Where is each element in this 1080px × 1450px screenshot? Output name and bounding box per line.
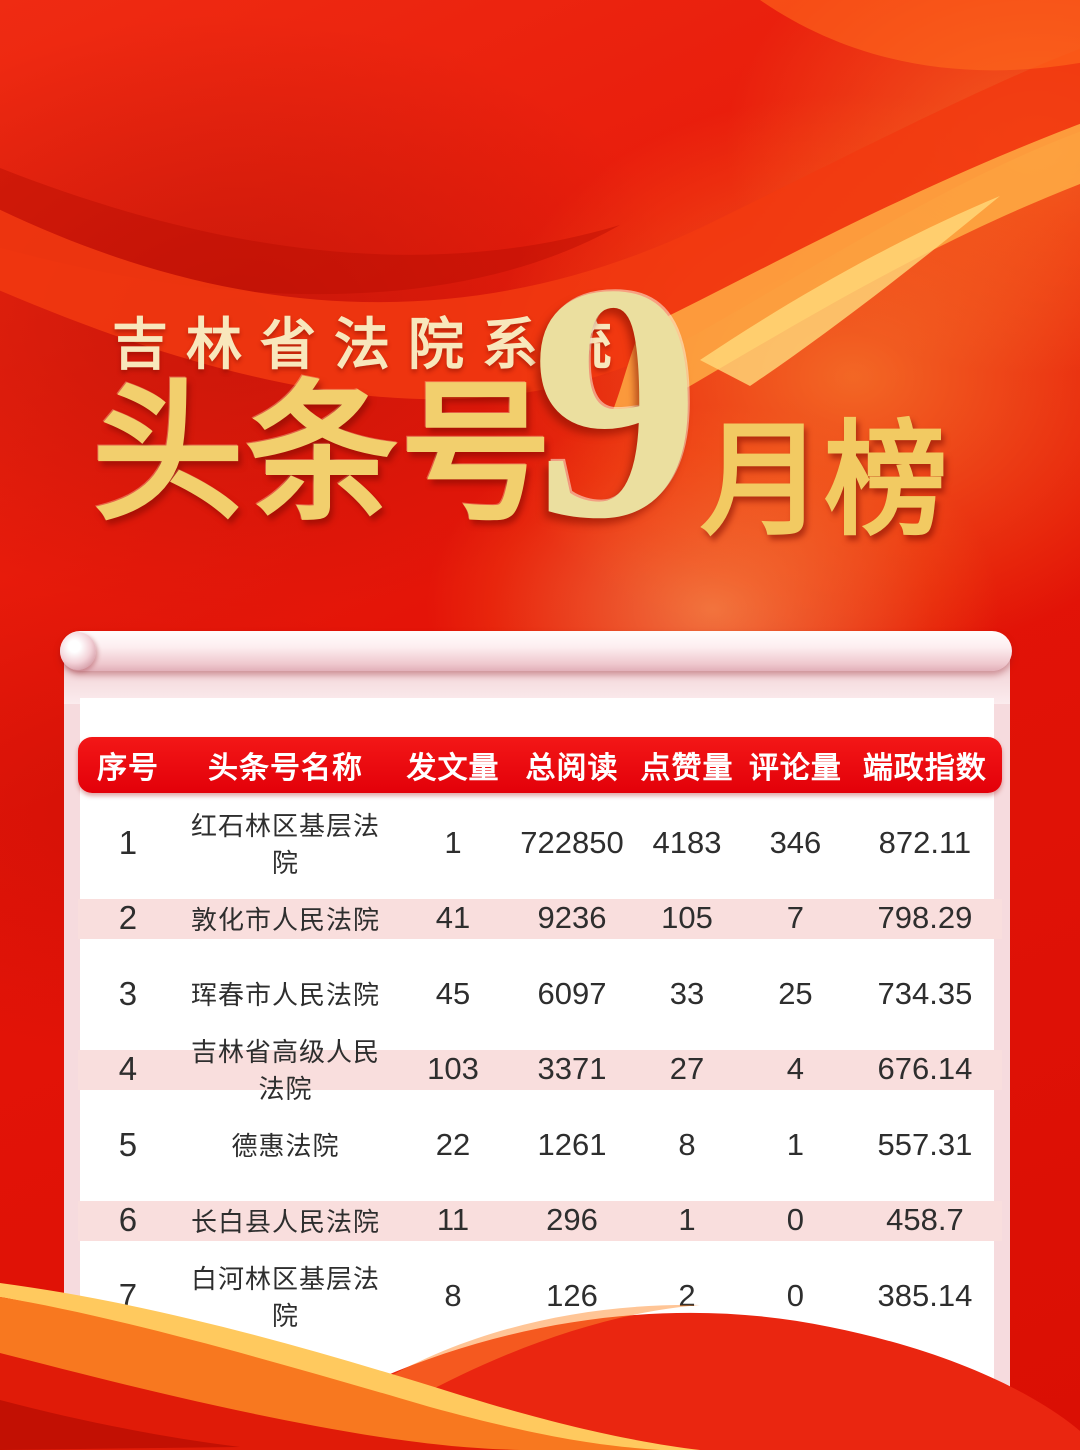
cell-comments: 0 xyxy=(786,1202,805,1238)
cell-comments: 4 xyxy=(786,1051,805,1087)
table-body: 1 红石林区基层法院 1 722850 4183 346 872.11 2 敦化市人民法院 41 9… xyxy=(78,805,1002,1334)
title-month-number: 9 xyxy=(531,215,700,589)
cell-reads: 126 xyxy=(546,1277,598,1313)
cell-index: 734.35 xyxy=(877,975,973,1011)
cell-likes: 8 xyxy=(678,1126,696,1162)
cell-likes: 105 xyxy=(661,900,713,936)
table-row: 3 珲春市人民法院 45 6097 33 25 734.35 xyxy=(78,956,1002,1032)
cell-reads: 9236 xyxy=(537,900,607,936)
header-cell: 发文量 xyxy=(406,752,500,785)
cell-likes: 1 xyxy=(678,1202,696,1238)
cell-posts: 8 xyxy=(444,1277,462,1313)
cell-index: 385.14 xyxy=(877,1277,973,1313)
cell-posts: 103 xyxy=(427,1051,479,1087)
table-row: 4 吉林省高级人民法院 103 3371 27 4 676.14 xyxy=(78,1031,1002,1107)
cell-posts: 41 xyxy=(435,900,471,936)
cell-likes: 2 xyxy=(678,1277,696,1313)
poster-title-prefix: 头条号 xyxy=(92,371,554,539)
poster-title-suffix: 月榜 xyxy=(700,413,949,550)
table-row: 6 长白县人民法院 11 296 1 0 458.7 xyxy=(78,1182,1002,1258)
table-row: 5 德惠法院 22 1261 8 1 557.31 xyxy=(78,1107,1002,1183)
cell-rank: 4 xyxy=(118,1050,138,1088)
cell-comments: 1 xyxy=(786,1126,805,1162)
cell-likes: 33 xyxy=(669,975,705,1011)
cell-posts: 22 xyxy=(435,1126,471,1162)
cell-rank: 5 xyxy=(118,1125,138,1163)
cell-rank: 1 xyxy=(118,823,138,861)
cell-name: 德惠法院 xyxy=(231,1131,340,1162)
header-cell: 头条号名称 xyxy=(207,752,363,785)
silk-wave-top xyxy=(0,0,1080,422)
cell-index: 676.14 xyxy=(877,1051,973,1087)
cell-name: 白河林区基层法院 xyxy=(190,1263,380,1331)
cell-rank: 6 xyxy=(118,1201,138,1239)
cell-likes: 27 xyxy=(669,1051,705,1087)
cell-reads: 6097 xyxy=(537,975,607,1011)
scroll-roll-curl xyxy=(60,632,96,670)
header-cell: 评论量 xyxy=(748,752,842,785)
cell-posts: 11 xyxy=(436,1202,470,1238)
cell-reads: 722850 xyxy=(520,824,624,860)
cell-comments: 25 xyxy=(778,975,813,1011)
cell-comments: 7 xyxy=(786,900,805,936)
table-row: 2 敦化市人民法院 41 9236 105 7 798.29 xyxy=(78,880,1002,956)
poster-subtitle: 吉林省法院系统 xyxy=(112,315,630,377)
poster-title-area: 吉林省法院系统 头条号 9 月榜 xyxy=(0,0,1080,660)
header-cell: 端政指数 xyxy=(862,752,987,785)
cell-reads: 3371 xyxy=(537,1051,607,1087)
cell-rank: 3 xyxy=(118,974,138,1012)
cell-name: 红石林区基层法院 xyxy=(190,810,380,878)
cell-reads: 1261 xyxy=(537,1126,607,1162)
cell-name: 长白县人民法院 xyxy=(190,1206,380,1237)
cell-likes: 4183 xyxy=(652,824,722,860)
cell-index: 557.31 xyxy=(877,1126,973,1162)
cell-reads: 296 xyxy=(546,1202,598,1238)
cell-name: 吉林省高级人民法院 xyxy=(190,1037,380,1105)
header-cell: 序号 xyxy=(96,752,159,785)
cell-index: 872.11 xyxy=(878,824,972,860)
cell-posts: 45 xyxy=(435,975,471,1011)
cell-posts: 1 xyxy=(444,824,462,860)
header-cell: 总阅读 xyxy=(525,752,619,785)
cell-comments: 346 xyxy=(769,824,822,860)
header-cell: 点赞量 xyxy=(640,752,734,785)
silk-wave-bottom xyxy=(0,1283,1080,1450)
scroll-roll-bar xyxy=(60,631,1012,671)
cell-name: 敦化市人民法院 xyxy=(190,904,380,935)
cell-comments: 0 xyxy=(786,1277,805,1313)
cell-name: 珲春市人民法院 xyxy=(190,980,380,1011)
cell-index: 798.29 xyxy=(877,900,973,936)
cell-rank: 2 xyxy=(118,899,138,937)
table-header: 序号 头条号名称 发文量 总阅读 点赞量 评论量 端政指数 xyxy=(78,737,1002,793)
table-row: 1 红石林区基层法院 1 722850 4183 346 872.11 xyxy=(78,805,1002,881)
cell-index: 458.7 xyxy=(886,1202,964,1238)
